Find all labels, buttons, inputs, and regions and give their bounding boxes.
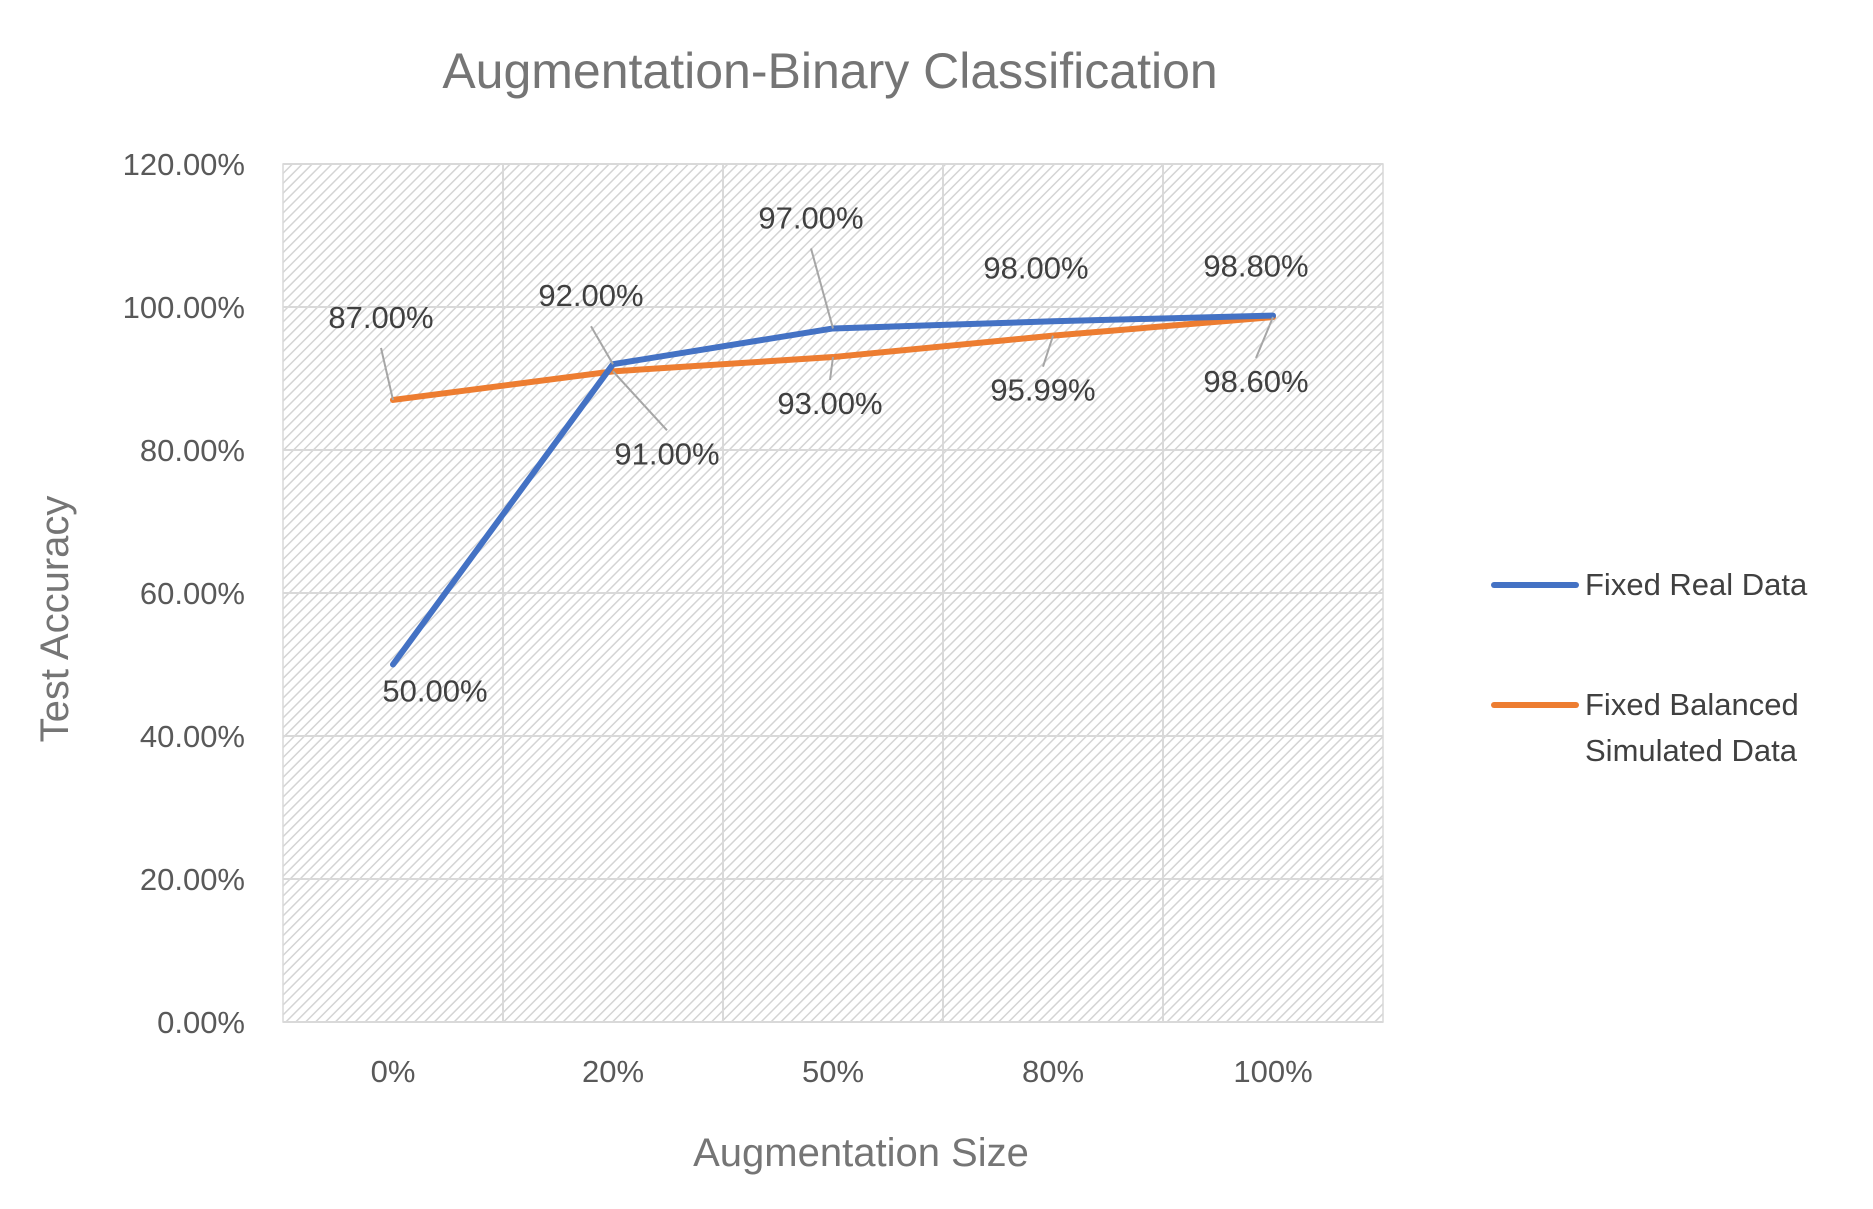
data-label-leader bbox=[612, 370, 668, 432]
data-label: 87.00% bbox=[328, 300, 433, 335]
x-tick-label: 20% bbox=[582, 1054, 644, 1089]
legend-label-line-1: Fixed Balanced bbox=[1585, 687, 1799, 722]
data-label: 91.00% bbox=[614, 436, 719, 471]
data-label-leader bbox=[1255, 316, 1274, 359]
data-label-leader bbox=[810, 248, 834, 329]
y-tick-label: 80.00% bbox=[140, 433, 245, 468]
y-axis-ticks: 0.00% 20.00% 40.00% 60.00% 80.00% 100.00% 120.… bbox=[123, 147, 245, 1040]
legend-label-line-2: Simulated Data bbox=[1585, 733, 1798, 768]
data-label: 92.00% bbox=[538, 278, 643, 313]
y-tick-label: 20.00% bbox=[140, 862, 245, 897]
data-label-leader bbox=[1042, 335, 1054, 367]
data-label: 93.00% bbox=[777, 386, 882, 421]
data-label-leader bbox=[380, 347, 394, 401]
x-axis-ticks: 0% 20% 50% 80% 100% bbox=[371, 1054, 1313, 1089]
y-tick-label: 120.00% bbox=[123, 147, 245, 182]
legend-label-fixed-real-data: Fixed Real Data bbox=[1585, 567, 1808, 602]
data-label: 97.00% bbox=[758, 200, 863, 235]
data-label-leader bbox=[829, 356, 834, 381]
gridlines bbox=[283, 163, 1383, 1023]
x-axis-label: Augmentation Size bbox=[693, 1131, 1029, 1175]
y-tick-label: 40.00% bbox=[140, 719, 245, 754]
legend-label-fixed-balanced-simulated-data: Fixed Balanced Simulated Data bbox=[1585, 687, 1807, 768]
y-axis-label: Test Accuracy bbox=[33, 496, 77, 743]
y-tick-label: 100.00% bbox=[123, 290, 245, 325]
x-tick-label: 0% bbox=[371, 1054, 416, 1089]
data-label: 98.00% bbox=[983, 250, 1088, 285]
x-tick-label: 50% bbox=[802, 1054, 864, 1089]
data-label: 98.60% bbox=[1203, 364, 1308, 399]
y-tick-label: 60.00% bbox=[140, 576, 245, 611]
chart-title: Augmentation-Binary Classification bbox=[442, 43, 1217, 99]
x-tick-label: 100% bbox=[1233, 1054, 1312, 1089]
data-labels: 50.00% 92.00% 97.00% 98.00% 98.80% 87.00% 91.0… bbox=[328, 200, 1308, 708]
x-tick-label: 80% bbox=[1022, 1054, 1084, 1089]
legend: Fixed Real Data Fixed Balanced Simulated… bbox=[1491, 567, 1808, 768]
data-label-leader bbox=[590, 325, 614, 365]
data-label: 95.99% bbox=[990, 373, 1095, 408]
y-tick-label: 0.00% bbox=[157, 1005, 245, 1040]
data-label: 98.80% bbox=[1203, 249, 1308, 284]
data-label: 50.00% bbox=[382, 674, 487, 709]
